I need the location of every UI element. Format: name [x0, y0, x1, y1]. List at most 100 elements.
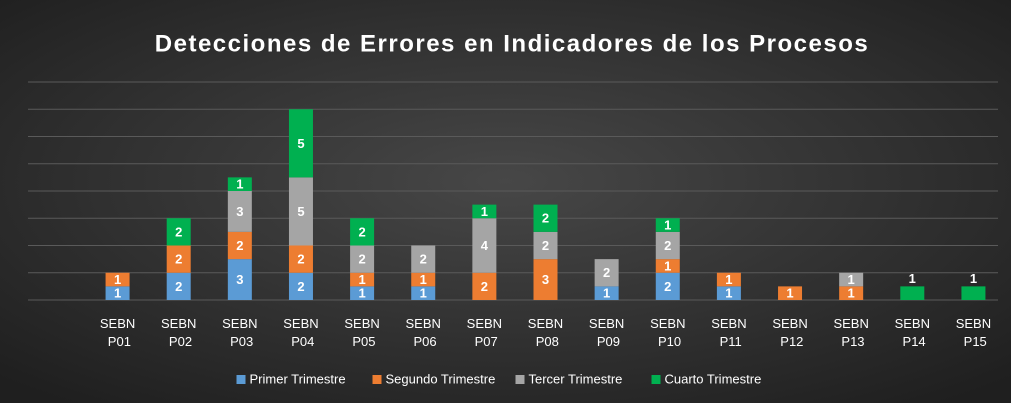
bar-segment	[166, 272, 191, 300]
data-label: 1	[114, 272, 121, 287]
data-label: 1	[603, 286, 610, 301]
bar-segment	[350, 272, 375, 287]
bar-segment	[288, 272, 313, 300]
data-label: 4	[481, 238, 489, 253]
bar-segment	[900, 286, 925, 300]
data-label: 3	[236, 272, 243, 287]
bar-segment	[655, 218, 680, 232]
bar-segment	[105, 286, 130, 300]
data-label: 1	[481, 204, 488, 219]
bar-segment	[655, 272, 680, 300]
x-tick-label: SEBN P15	[956, 316, 991, 349]
data-label: 5	[297, 204, 304, 219]
data-label: 2	[664, 279, 671, 294]
bar-segment	[533, 259, 558, 300]
x-tick-label: SEBN P12	[772, 316, 807, 349]
data-label: 1	[848, 272, 855, 287]
data-label: 2	[297, 279, 304, 294]
bar-segment	[350, 218, 375, 246]
bar-segment	[961, 286, 986, 300]
data-label: 2	[175, 279, 182, 294]
x-tick-label: SEBN P11	[711, 316, 746, 349]
bar-segment	[350, 245, 375, 273]
legend-swatch	[236, 375, 246, 384]
bar-segment	[288, 109, 313, 178]
bar-segment	[411, 272, 436, 287]
bar-segment	[288, 245, 313, 273]
x-tick-label: SEBN P04	[283, 316, 318, 349]
bar-segment	[716, 286, 741, 300]
bar-segment	[655, 231, 680, 260]
bar-segment	[411, 245, 436, 273]
x-tick-label: SEBN P06	[406, 316, 441, 349]
data-label: 1	[786, 286, 793, 301]
bar-segment	[166, 245, 191, 273]
data-label: 2	[236, 238, 243, 253]
bar-segment	[350, 286, 375, 300]
bar-segment	[533, 204, 558, 232]
data-label: 1	[664, 218, 671, 233]
bar-segment	[594, 286, 619, 300]
data-label: 2	[664, 238, 671, 253]
x-tick-label: SEBN P14	[895, 316, 930, 349]
data-label: 2	[603, 265, 610, 280]
bar-segment	[288, 177, 313, 246]
legend-swatch	[651, 375, 661, 384]
data-label: 3	[542, 272, 549, 287]
data-label: 1	[420, 286, 427, 301]
bar-segment	[533, 231, 558, 260]
bar-segment	[411, 286, 436, 300]
data-label: 2	[297, 252, 304, 267]
data-label: 1	[725, 286, 732, 301]
x-tick-label: SEBN P08	[528, 316, 563, 349]
legend-swatch	[372, 375, 382, 384]
x-tick-label: SEBN P09	[589, 316, 624, 349]
bar-segment	[778, 286, 803, 300]
x-tick-label: SEBN P01	[100, 316, 135, 349]
bar-segment	[839, 286, 864, 300]
data-label: 1	[970, 271, 977, 286]
x-tick-label: SEBN P02	[161, 316, 196, 349]
bar-segment	[227, 259, 252, 300]
legend-label: Cuarto Trimestre	[665, 371, 762, 386]
x-tick-label: SEBN P05	[344, 316, 379, 349]
bar-segment	[472, 204, 497, 219]
data-label: 1	[358, 286, 365, 301]
x-tick-label: SEBN P10	[650, 316, 685, 349]
x-tick-label: SEBN P03	[222, 316, 257, 349]
data-label: 2	[420, 252, 427, 267]
data-label: 2	[358, 224, 365, 239]
legend-swatch	[515, 375, 525, 384]
legend-label: Segundo Trimestre	[386, 371, 496, 386]
bar-segment	[227, 231, 252, 260]
data-label: 1	[114, 286, 121, 301]
bar-segment	[716, 272, 741, 287]
bar-segment	[472, 272, 497, 300]
data-label: 1	[848, 286, 855, 301]
data-label: 5	[297, 136, 304, 151]
bar-segment	[839, 272, 864, 287]
bar-segment	[227, 177, 252, 191]
data-label: 1	[909, 271, 916, 286]
data-label: 2	[481, 279, 488, 294]
data-label: 2	[175, 224, 182, 239]
data-label: 1	[358, 272, 365, 287]
legend-label: Tercer Trimestre	[529, 371, 623, 386]
data-label: 1	[420, 272, 427, 287]
data-label: 2	[542, 211, 549, 226]
data-label: 1	[664, 258, 671, 273]
data-label: 2	[175, 252, 182, 267]
data-label: 2	[358, 252, 365, 267]
legend-label: Primer Trimestre	[250, 371, 346, 386]
bar-segment	[166, 218, 191, 246]
x-tick-label: SEBN P13	[833, 316, 868, 349]
data-label: 2	[542, 238, 549, 253]
chart-title: Detecciones de Errores en Indicadores de…	[155, 30, 869, 57]
bar-segment	[227, 191, 252, 232]
bar-segment	[655, 259, 680, 273]
data-label: 3	[236, 204, 243, 219]
bar-segment	[594, 259, 619, 287]
bar-segment	[105, 272, 130, 287]
